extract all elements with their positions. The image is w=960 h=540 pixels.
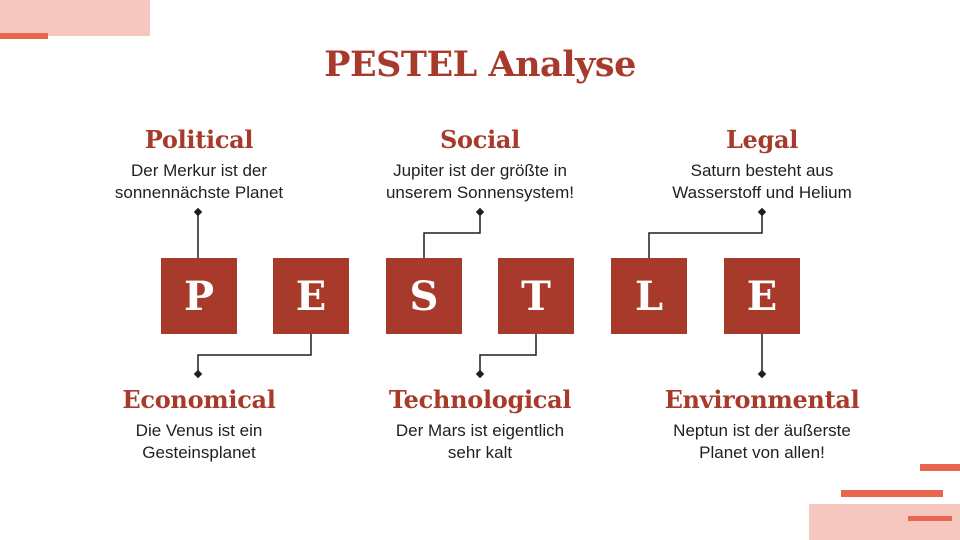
top-left-decor-block <box>0 0 150 36</box>
political-description: Der Merkur ist der sonnennächste Planet <box>69 160 329 204</box>
legal-connector-dot <box>757 207 767 217</box>
bottom-right-decor-bar-3 <box>908 516 952 521</box>
technological-connector <box>479 334 537 374</box>
letter-box-e2: E <box>724 258 800 334</box>
political-heading: Political <box>144 125 254 154</box>
page-title: PESTEL Analyse <box>324 44 636 85</box>
social-description-line: unserem Sonnensystem! <box>385 183 575 202</box>
political-connector-dot <box>193 207 203 217</box>
social-connector <box>423 212 481 258</box>
top-left-decor-bar <box>0 33 48 39</box>
economical-heading: Economical <box>122 385 276 414</box>
social-heading: Social <box>440 125 520 154</box>
technological-description-line: Der Mars ist eigentlich <box>395 421 565 440</box>
environmental-description-line: Planet von allen! <box>699 443 825 462</box>
legal-description: Saturn besteht aus Wasserstoff und Heliu… <box>632 160 892 204</box>
social-connector-dot <box>475 207 485 217</box>
technological-connector-dot <box>475 369 485 379</box>
technological-heading: Technological <box>388 385 572 414</box>
economical-connector <box>197 334 312 374</box>
social-description: Jupiter ist der größte in unserem Sonnen… <box>350 160 610 204</box>
economical-description: Die Venus ist ein Gesteinsplanet <box>69 420 329 464</box>
bottom-right-decor-bar-2 <box>841 490 943 497</box>
bottom-right-decor-bar-1 <box>920 464 960 471</box>
letter-box-p: P <box>161 258 237 334</box>
letter-box-s: S <box>386 258 462 334</box>
environmental-connector-dot <box>757 369 767 379</box>
economical-description-line: Die Venus ist ein <box>135 421 263 440</box>
legal-connector <box>648 212 763 258</box>
legal-heading: Legal <box>725 125 799 154</box>
environmental-description-line: Neptun ist der äußerste <box>673 421 851 440</box>
economical-description-line: Gesteinsplanet <box>142 443 256 462</box>
political-description-line: sonnennächste Planet <box>114 183 284 202</box>
technological-description-line: sehr kalt <box>447 443 513 462</box>
bottom-right-decor-block <box>809 504 960 540</box>
legal-description-line: Saturn besteht aus <box>690 161 834 180</box>
environmental-description: Neptun ist der äußerste Planet von allen… <box>632 420 892 464</box>
environmental-heading: Environmental <box>664 385 860 414</box>
political-description-line: Der Merkur ist der <box>130 161 268 180</box>
technological-description: Der Mars ist eigentlich sehr kalt <box>350 420 610 464</box>
letter-box-l: L <box>611 258 687 334</box>
economical-connector-dot <box>193 369 203 379</box>
letter-box-e: E <box>273 258 349 334</box>
social-description-line: Jupiter ist der größte in <box>393 161 567 180</box>
letter-box-t: T <box>498 258 574 334</box>
legal-description-line: Wasserstoff und Helium <box>672 183 852 202</box>
